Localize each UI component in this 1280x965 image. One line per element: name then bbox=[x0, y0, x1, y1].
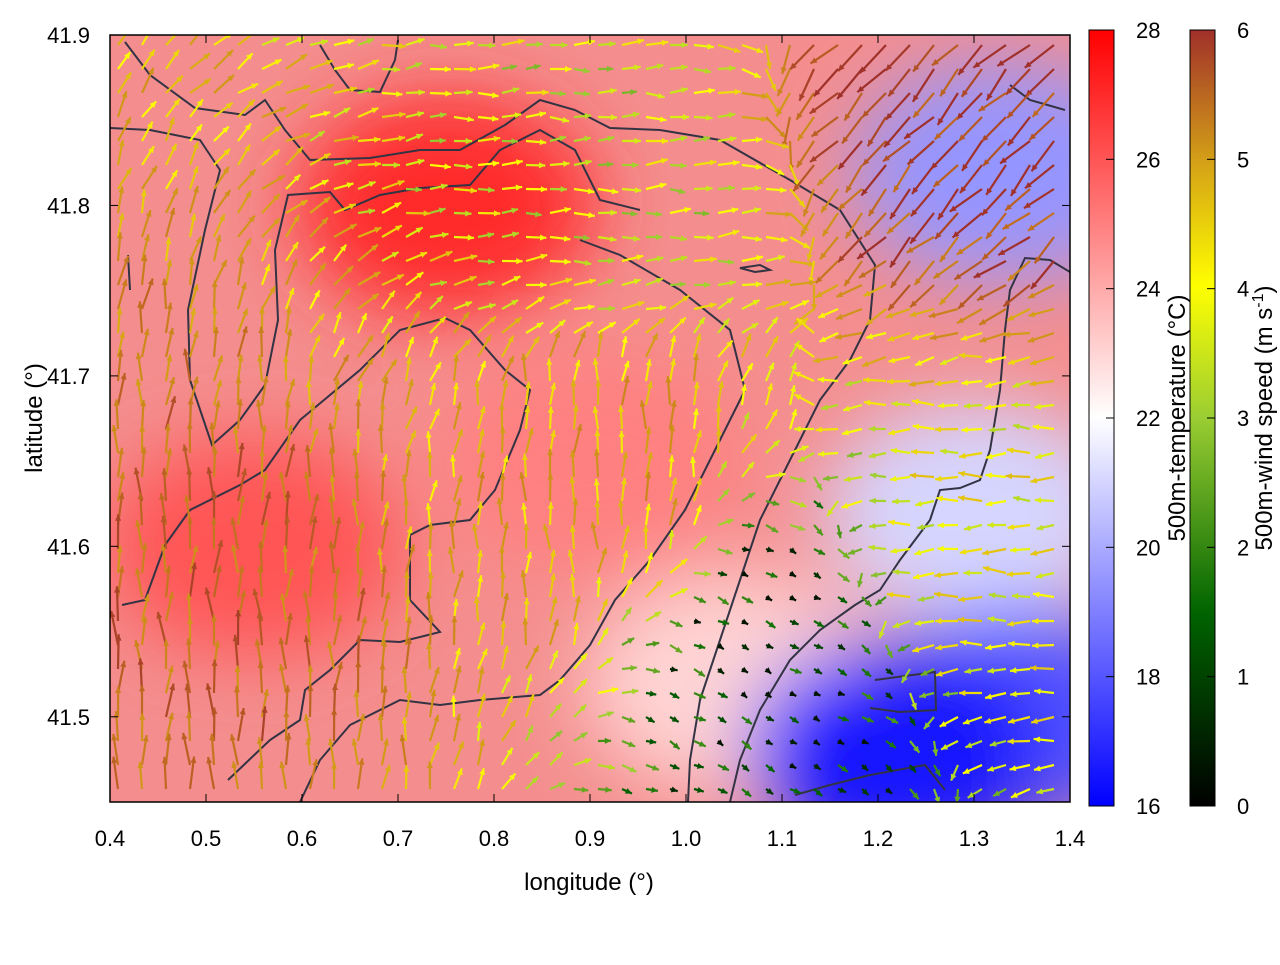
x-axis-label: longitude (°) bbox=[524, 869, 654, 896]
x-tick-label: 0.5 bbox=[191, 826, 222, 851]
colorbar-tick-label: 28 bbox=[1136, 18, 1160, 43]
y-tick-label: 41.6 bbox=[47, 534, 90, 559]
colorbar-tick-label: 18 bbox=[1136, 665, 1160, 690]
x-tick-label: 0.8 bbox=[479, 826, 510, 851]
colorbar-tick-label: 3 bbox=[1237, 406, 1249, 431]
wind-colorbar-label-main: 500m-wind speed (m s bbox=[1251, 308, 1278, 551]
colorbar-tick-label: 20 bbox=[1136, 535, 1160, 560]
x-tick-label: 1.4 bbox=[1055, 826, 1086, 851]
x-tick-label: 0.4 bbox=[95, 826, 126, 851]
y-tick-label: 41.9 bbox=[47, 23, 90, 48]
wind-colorbar: 0 1 2 3 4 5 6 500m-wind speed (m s-1) bbox=[1190, 18, 1278, 819]
x-tick-label: 1.3 bbox=[959, 826, 990, 851]
x-tick-label: 0.6 bbox=[287, 826, 318, 851]
colorbar-tick-label: 6 bbox=[1237, 18, 1249, 43]
colorbar-tick-label: 22 bbox=[1136, 406, 1160, 431]
temperature-colorbar-label: 500m-temperature (°C) bbox=[1164, 294, 1191, 541]
colorbar-tick-label: 24 bbox=[1136, 277, 1160, 302]
colorbar-tick-label: 0 bbox=[1237, 794, 1249, 819]
x-tick-label: 1.1 bbox=[767, 826, 798, 851]
colorbar-tick-label: 4 bbox=[1237, 277, 1249, 302]
y-axis-label: latitude (°) bbox=[21, 363, 48, 473]
colorbar-tick-label: 26 bbox=[1136, 147, 1160, 172]
x-tick-label: 1.0 bbox=[671, 826, 702, 851]
x-tick-label: 0.7 bbox=[383, 826, 414, 851]
temperature-region bbox=[824, 402, 1124, 622]
wind-colorbar-label-sup: -1 bbox=[1250, 293, 1267, 307]
y-tick-label: 41.5 bbox=[47, 705, 90, 730]
colorbar-tick-label: 2 bbox=[1237, 535, 1249, 560]
x-tick-label: 0.9 bbox=[575, 826, 606, 851]
temperature-colorbar: 16 18 20 22 24 26 28 500m-temperature (°C) bbox=[1089, 18, 1191, 819]
wind-colorbar-label-end: ) bbox=[1251, 286, 1278, 294]
colorbar-tick-label: 5 bbox=[1237, 147, 1249, 172]
y-tick-label: 41.7 bbox=[47, 364, 90, 389]
colorbar-tick-label: 1 bbox=[1237, 665, 1249, 690]
colorbar-tick-label: 16 bbox=[1136, 794, 1160, 819]
x-tick-label: 1.2 bbox=[863, 826, 894, 851]
y-tick-label: 41.8 bbox=[47, 193, 90, 218]
wind-colorbar-label: 500m-wind speed (m s-1) bbox=[1250, 286, 1278, 551]
temperature-field bbox=[104, 35, 1172, 861]
